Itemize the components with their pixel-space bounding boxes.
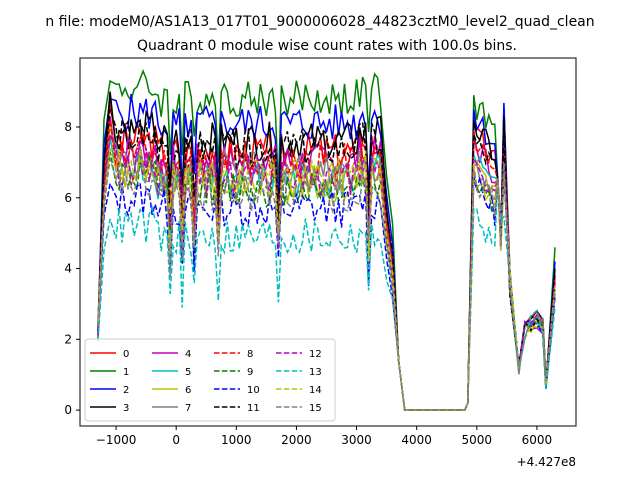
legend-label-1: 1 [123,367,129,378]
legend-label-7: 7 [185,403,191,414]
plot-frame [79,57,577,427]
x-tick-label: 4000 [401,433,432,447]
x-tick-label: 1000 [221,433,252,447]
legend-label-3: 3 [123,403,129,414]
legend-label-12: 12 [309,349,322,360]
y-tick-label: 4 [64,262,72,276]
series-line-14 [97,148,556,411]
legend-box [84,338,336,422]
x-tick-label: 3000 [341,433,372,447]
y-tick-label: 8 [64,120,72,134]
y-tick-label: 0 [64,403,72,417]
y-tick-label: 6 [64,191,72,205]
x-tick-label: 6000 [522,433,553,447]
chart-title: Quadrant 0 module wise count rates with … [137,38,517,54]
x-axis: −1000 0 1000 2000 3000 4000 5000 6000 [96,426,552,447]
y-axis: 0 2 4 6 8 [64,120,80,417]
x-tick-label: −1000 [96,433,137,447]
legend-label-10: 10 [247,385,260,396]
legend-label-8: 8 [247,349,253,360]
legend-label-11: 11 [247,403,260,414]
series-layer [97,69,556,411]
legend-label-14: 14 [309,385,322,396]
legend-label-4: 4 [185,349,191,360]
x-tick-label: 0 [172,433,180,447]
x-axis-offset-label: +4.427e8 [517,455,576,469]
legend-label-0: 0 [123,349,129,360]
series-line-15 [97,158,556,411]
legend-label-6: 6 [185,385,191,396]
legend-label-5: 5 [185,367,191,378]
legend-label-2: 2 [123,385,129,396]
legend-label-9: 9 [247,367,253,378]
legend-label-13: 13 [309,367,322,378]
legend-label-15: 15 [309,403,322,414]
y-tick-label: 2 [64,332,72,346]
x-tick-label: 5000 [462,433,493,447]
figure-suptitle: n file: modeM0/AS1A13_017T01_9000006028_… [45,14,594,30]
x-tick-label: 2000 [281,433,312,447]
